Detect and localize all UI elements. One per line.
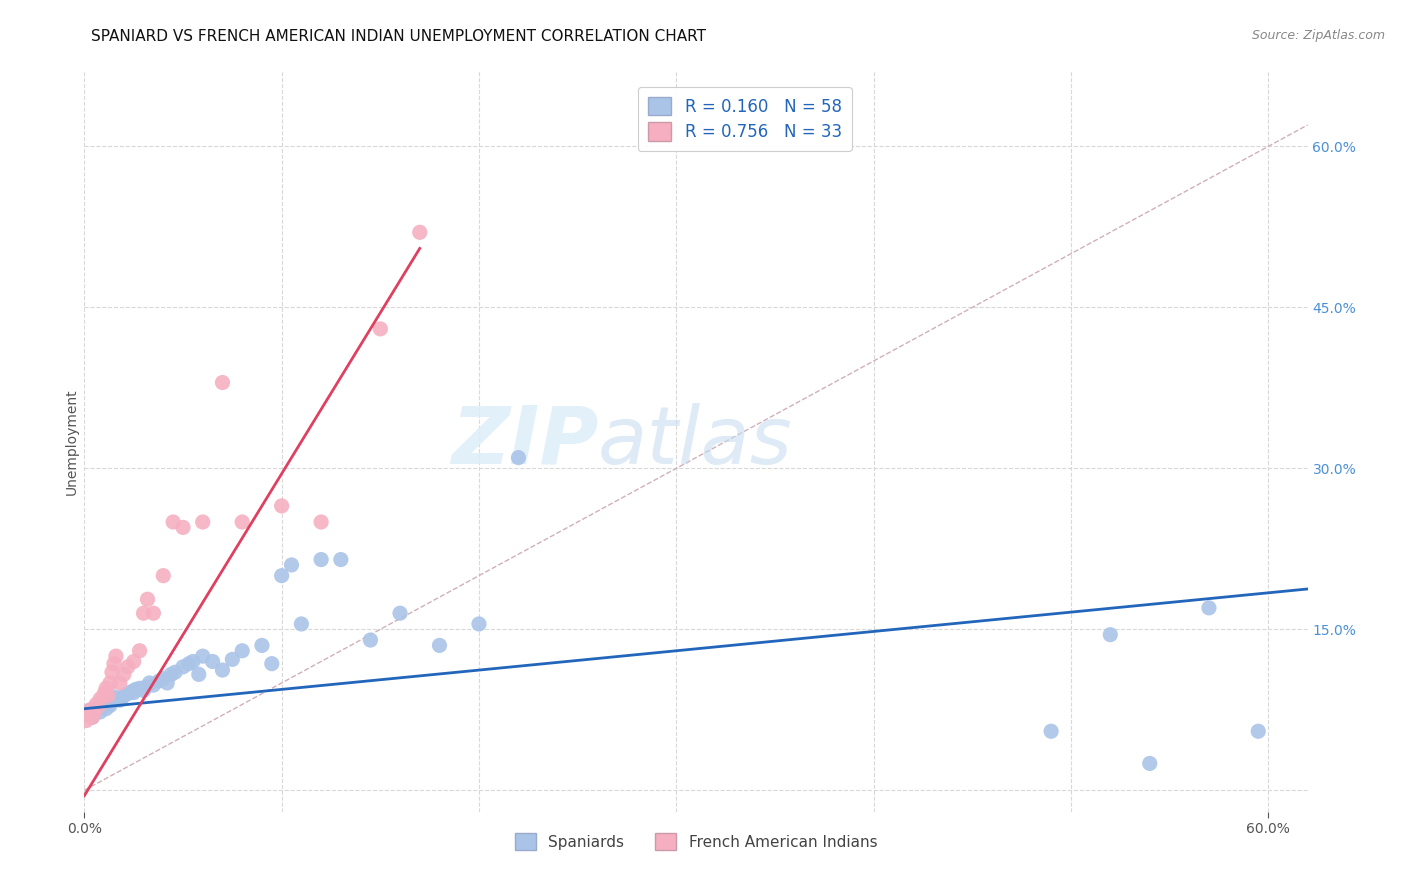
Point: [221, 652, 243, 666]
Point: [156, 676, 179, 690]
Point: [111, 690, 134, 705]
Point: [329, 552, 352, 566]
Point: [128, 644, 150, 658]
Point: [162, 515, 184, 529]
Point: [122, 685, 145, 699]
Point: [91, 700, 114, 714]
Point: [124, 682, 146, 697]
Point: [231, 515, 253, 529]
Point: [1040, 724, 1063, 739]
Point: [97, 689, 120, 703]
Point: [280, 558, 302, 572]
Point: [409, 225, 432, 239]
Point: [121, 684, 143, 698]
Point: [389, 606, 412, 620]
Point: [103, 657, 125, 671]
Point: [112, 667, 135, 681]
Point: [77, 704, 100, 718]
Point: [87, 699, 110, 714]
Point: [82, 710, 104, 724]
Point: [165, 665, 187, 680]
Point: [468, 616, 491, 631]
Point: [309, 552, 332, 566]
Point: [101, 694, 124, 708]
Point: [132, 683, 155, 698]
Point: [368, 322, 391, 336]
Point: [89, 692, 111, 706]
Point: [103, 690, 125, 704]
Point: [136, 592, 159, 607]
Point: [1099, 628, 1122, 642]
Point: [84, 703, 107, 717]
Point: [87, 699, 110, 714]
Point: [250, 639, 273, 653]
Point: [79, 703, 101, 717]
Point: [1198, 600, 1220, 615]
Text: SPANIARD VS FRENCH AMERICAN INDIAN UNEMPLOYMENT CORRELATION CHART: SPANIARD VS FRENCH AMERICAN INDIAN UNEMP…: [91, 29, 706, 44]
Point: [104, 692, 127, 706]
Point: [270, 568, 292, 582]
Point: [138, 676, 160, 690]
Point: [152, 672, 174, 686]
Point: [359, 633, 381, 648]
Point: [94, 702, 117, 716]
Point: [260, 657, 283, 671]
Point: [122, 655, 145, 669]
Point: [84, 698, 107, 712]
Point: [231, 644, 253, 658]
Point: [132, 606, 155, 620]
Point: [75, 714, 97, 728]
Point: [97, 695, 120, 709]
Point: [187, 667, 209, 681]
Point: [172, 520, 194, 534]
Point: [93, 687, 115, 701]
Point: [93, 698, 115, 712]
Point: [270, 499, 292, 513]
Point: [201, 655, 224, 669]
Point: [181, 655, 204, 669]
Point: [191, 515, 214, 529]
Point: [101, 665, 124, 680]
Point: [290, 616, 312, 631]
Point: [112, 689, 135, 703]
Point: [148, 673, 170, 688]
Point: [108, 676, 131, 690]
Point: [135, 680, 157, 694]
Point: [79, 708, 101, 723]
Point: [128, 681, 150, 696]
Point: [429, 639, 451, 653]
Point: [177, 657, 200, 671]
Point: [82, 710, 104, 724]
Point: [117, 660, 139, 674]
Point: [98, 698, 121, 713]
Point: [94, 681, 117, 696]
Legend: Spaniards, French American Indians: Spaniards, French American Indians: [509, 827, 883, 856]
Text: ZIP: ZIP: [451, 402, 598, 481]
Point: [83, 706, 105, 720]
Point: [104, 649, 127, 664]
Point: [98, 676, 121, 690]
Point: [191, 649, 214, 664]
Point: [108, 693, 131, 707]
Y-axis label: Unemployment: Unemployment: [65, 388, 79, 495]
Point: [211, 376, 233, 390]
Point: [508, 450, 530, 465]
Point: [77, 708, 100, 723]
Point: [160, 667, 183, 681]
Text: Source: ZipAtlas.com: Source: ZipAtlas.com: [1251, 29, 1385, 42]
Point: [152, 568, 174, 582]
Text: atlas: atlas: [598, 402, 793, 481]
Point: [142, 678, 165, 692]
Point: [89, 705, 111, 719]
Point: [83, 706, 105, 720]
Point: [142, 606, 165, 620]
Point: [211, 663, 233, 677]
Point: [1139, 756, 1161, 771]
Point: [117, 687, 139, 701]
Point: [172, 660, 194, 674]
Point: [309, 515, 332, 529]
Point: [1247, 724, 1270, 739]
